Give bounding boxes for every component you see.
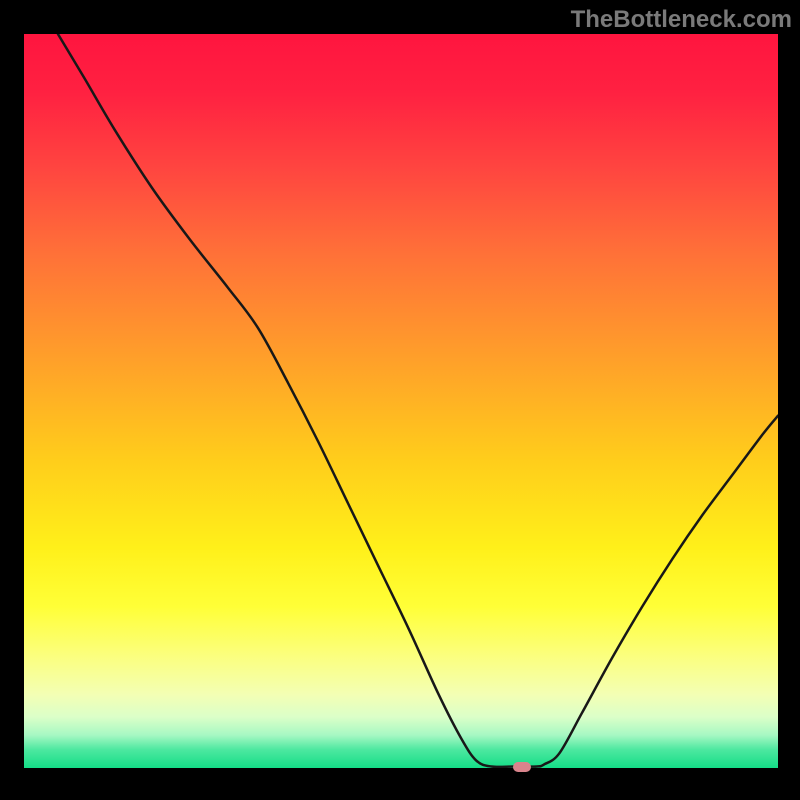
- optimal-marker: [513, 762, 531, 772]
- watermark-text: TheBottleneck.com: [571, 6, 792, 34]
- curve-layer: [24, 34, 778, 768]
- chart-container: TheBottleneck.com: [0, 0, 800, 800]
- plot-area: [24, 34, 778, 768]
- bottleneck-curve: [58, 34, 778, 767]
